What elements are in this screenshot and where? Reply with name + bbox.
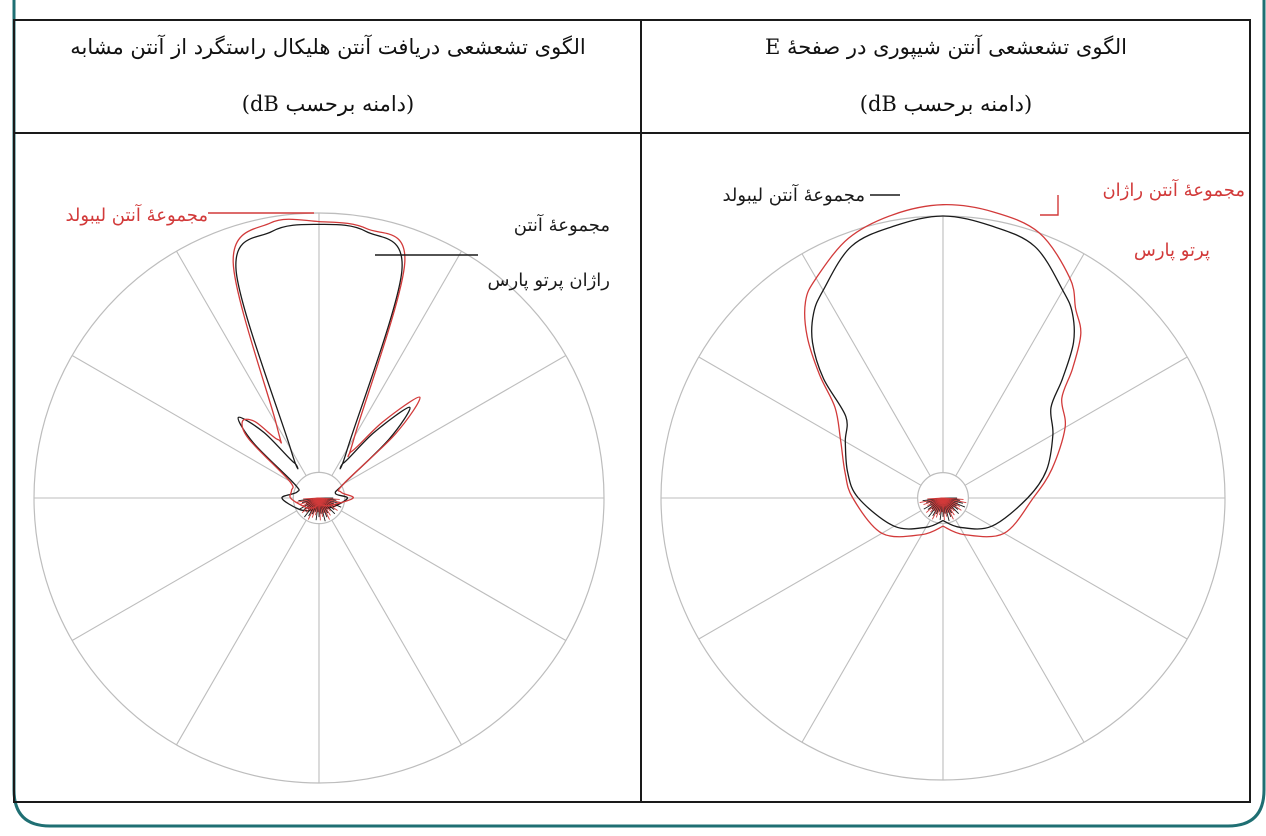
left-radial-line-240 (71, 510, 298, 641)
right-series-red-spike (942, 497, 967, 504)
right-chart-title: الگوی تشعشعی آنتن شیپوری در صفحهٔ E (764, 35, 1128, 59)
right-series-black (811, 215, 1075, 530)
right-radial-line-240 (698, 510, 922, 640)
right-radial-line-60 (964, 356, 1188, 486)
right-series-red (804, 204, 1082, 538)
right-series-red-spike (919, 497, 944, 503)
polar-plot-right (660, 204, 1226, 781)
right-series-red-spike (942, 497, 954, 520)
outer-frame-border (12, 0, 1266, 828)
left-red-series-label: مجموعهٔ آنتن لیبولد (65, 205, 208, 226)
right-series-red-spike (927, 497, 944, 500)
left-chart-title: الگوی تشعشعی دریافت آنتن هلیکال راستگرد … (70, 35, 586, 59)
left-black-series-label-line1: مجموعهٔ آنتن (513, 215, 610, 236)
left-series-red-spike (303, 497, 320, 500)
right-radial-line-210 (801, 519, 931, 743)
right-red-leader (1040, 195, 1059, 216)
left-series-red-spike (311, 497, 320, 518)
right-red-series-label-line2: پرتو پارس (1133, 240, 1210, 261)
left-series-red-spike (318, 497, 343, 504)
right-series-red-spike (925, 497, 944, 513)
right-radial-line-300 (698, 356, 922, 486)
left-series-red (232, 218, 421, 509)
left-series-red-spike (318, 497, 331, 516)
left-radial-line-150 (331, 519, 462, 746)
left-series-red-spike (318, 497, 330, 520)
left-series-red-spike (307, 497, 320, 520)
right-radial-line-150 (955, 519, 1085, 743)
left-series-red-spike (295, 497, 320, 504)
right-radial-line-30 (955, 253, 1085, 477)
left-radial-line-30 (331, 250, 462, 477)
left-series-red-spike (301, 497, 320, 514)
right-series-red-spike (931, 497, 944, 520)
right-radial-line-120 (964, 510, 1188, 640)
right-black-series-label: مجموعهٔ آنتن لیبولد (722, 185, 865, 206)
left-chart-subtitle: (دامنه برحسب dB) (241, 92, 415, 116)
left-series-red-spike (318, 497, 340, 500)
table-grid (13, 19, 1251, 803)
right-chart-subtitle: (دامنه برحسب dB) (859, 92, 1033, 116)
right-radial-line-330 (801, 253, 931, 477)
leader-lines (208, 194, 1059, 256)
right-series-red-spike (942, 497, 945, 521)
left-radial-line-60 (340, 355, 567, 486)
left-radial-line-210 (176, 519, 307, 746)
left-radial-line-330 (176, 250, 307, 477)
left-series-black (235, 223, 411, 512)
right-series-red-spike (942, 497, 962, 511)
right-red-series-label-line1: مجموعهٔ آنتن راژان (1102, 180, 1245, 201)
polar-plot-left (33, 212, 605, 784)
left-radial-line-300 (71, 355, 298, 486)
left-series-red-spike (318, 497, 338, 511)
left-black-series-label-line2: راژان پرتو پارس (487, 270, 610, 291)
left-series-red-spike (299, 497, 320, 506)
left-radial-line-120 (340, 510, 567, 641)
left-series-red-spike (318, 497, 321, 521)
